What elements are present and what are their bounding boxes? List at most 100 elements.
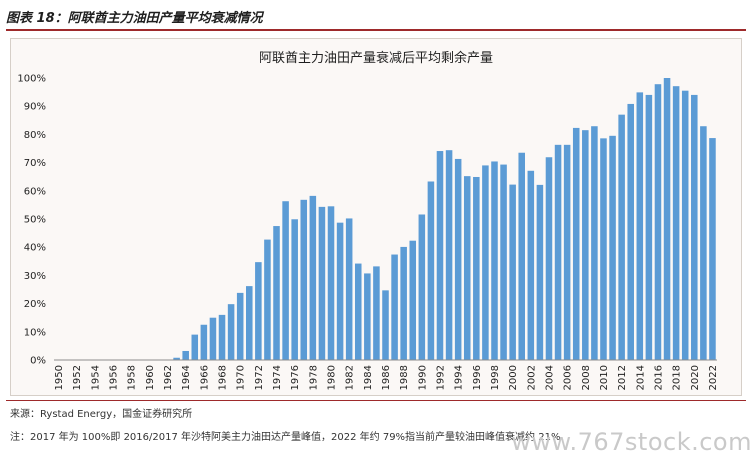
x-tick-label: 2014 [635, 365, 646, 390]
bar-2009 [591, 126, 598, 360]
y-tick-label: 70% [24, 158, 46, 169]
bar-1978 [309, 195, 317, 360]
x-tick-label: 1994 [454, 365, 465, 390]
figure-title: 图表 18：阿联酋主力油田产量平均衰减情况 [6, 11, 263, 26]
y-axis: 0% 10% 20% 30% 40% 50% 60% 70% 80% 90% 100% [17, 74, 46, 367]
bar-1996 [473, 176, 480, 360]
note-text: 注：2017 年为 100%即 2016/2017 年沙特阿美主力油田达产量峰值… [10, 432, 561, 443]
chart-title: 阿联酋主力油田产量衰减后平均剩余产量 [259, 50, 493, 66]
bar-1980 [327, 206, 335, 360]
x-tick-label: 1962 [163, 365, 174, 390]
bar-2011 [609, 135, 616, 360]
y-tick-label: 90% [24, 102, 46, 113]
bar-2020 [691, 94, 698, 361]
bar-2010 [600, 138, 607, 360]
source-text: 来源：Rystad Energy，国金证券研究所 [10, 409, 193, 420]
bar-2006 [563, 144, 571, 360]
x-tick-label: 2000 [508, 365, 519, 390]
x-tick-label: 1952 [72, 365, 83, 390]
bar-2007 [572, 127, 580, 360]
bar-2013 [627, 103, 634, 360]
x-tick-label: 2022 [708, 365, 719, 390]
bar-1988 [400, 246, 407, 360]
x-tick-label: 1984 [363, 365, 374, 390]
bar-2002 [527, 170, 535, 360]
bar-2018 [672, 86, 680, 361]
x-tick-label: 1982 [345, 365, 356, 390]
footer-divider [6, 400, 746, 401]
bar-2000 [509, 184, 516, 360]
x-tick-label: 1992 [435, 365, 446, 390]
bar-1982 [345, 218, 353, 360]
bar-1983 [354, 263, 362, 360]
bar-1976 [291, 219, 298, 360]
x-tick-label: 1988 [399, 365, 410, 390]
bar-2003 [536, 184, 544, 360]
bar-1966 [200, 324, 208, 360]
x-tick-label: 2008 [581, 365, 592, 390]
bar-1979 [318, 206, 326, 360]
x-tick-label: 2002 [526, 365, 537, 390]
x-tick-label: 2020 [690, 365, 701, 390]
bar-1975 [282, 201, 289, 360]
bar-2001 [518, 152, 525, 360]
bar-1986 [382, 290, 389, 360]
watermark: www.767stock.com [511, 428, 752, 456]
bar-1991 [427, 181, 435, 360]
x-tick-label: 1970 [236, 365, 247, 390]
x-tick-label: 2016 [653, 365, 664, 390]
bar-1981 [336, 222, 344, 360]
x-tick-label: 1958 [127, 365, 138, 390]
y-tick-label: 10% [24, 327, 46, 338]
bar-1999 [500, 164, 507, 360]
bar-2008 [582, 130, 589, 360]
bar-1964 [182, 350, 189, 360]
bar-1971 [246, 286, 253, 360]
bar-1967 [209, 317, 217, 360]
bar-1974 [273, 226, 280, 360]
bar-2016 [654, 84, 662, 360]
x-tick-label: 1968 [218, 365, 229, 390]
bar-1984 [364, 273, 371, 360]
bar-1998 [491, 161, 498, 360]
x-tick-label: 2012 [617, 365, 628, 390]
bars [173, 78, 716, 361]
bar-1973 [264, 239, 271, 360]
bar-1965 [191, 334, 199, 360]
bar-2017 [663, 78, 671, 360]
x-tick-label: 1986 [381, 365, 392, 390]
y-tick-label: 80% [24, 130, 46, 141]
bar-1970 [236, 292, 244, 360]
x-tick-label: 2010 [599, 365, 610, 390]
bar-1997 [482, 165, 489, 360]
bar-1992 [436, 151, 444, 360]
x-tick-label: 1972 [254, 365, 265, 390]
x-tick-label: 1966 [199, 365, 210, 390]
bar-1987 [391, 254, 398, 360]
bar-1994 [454, 158, 462, 360]
bar-1995 [463, 176, 471, 360]
y-tick-label: 60% [24, 186, 46, 197]
title-divider [6, 29, 746, 31]
y-tick-label: 50% [24, 215, 46, 226]
x-tick-label: 1990 [417, 365, 428, 390]
x-tick-label: 2004 [544, 365, 555, 390]
bar-2021 [700, 126, 707, 360]
x-tick-label: 1956 [109, 365, 120, 390]
x-tick-label: 2006 [563, 365, 574, 390]
bar-2019 [681, 90, 689, 360]
x-tick-label: 1950 [54, 365, 65, 390]
y-tick-label: 30% [24, 271, 46, 282]
bar-1989 [409, 240, 417, 360]
bar-1963 [173, 357, 180, 360]
x-axis: 1950 1952 1954 1956 1958 1960 1962 1964 1966 1968… [54, 359, 719, 390]
x-tick-label: 1974 [272, 365, 283, 390]
bar-1993 [445, 150, 453, 360]
x-tick-label: 1978 [308, 365, 319, 390]
bar-1972 [255, 262, 262, 360]
bar-chart: 阿联酋主力油田产量衰减后平均剩余产量 0% 10% 20% 30% 40% 50% 60% 7… [17, 50, 719, 390]
bar-2004 [545, 157, 553, 360]
bar-1985 [373, 266, 380, 360]
x-tick-label: 2018 [672, 365, 683, 390]
bar-2014 [636, 92, 644, 360]
